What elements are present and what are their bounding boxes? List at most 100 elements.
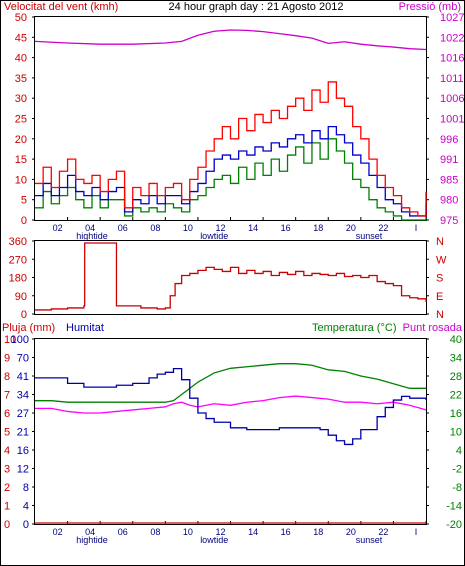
rain-tick-label: 10 — [4, 334, 16, 346]
wind-hour-label: 02 — [53, 223, 63, 233]
wind-hour-label: 14 — [248, 223, 258, 233]
humidity-hour-label: 14 — [248, 527, 258, 537]
wind-avg-line — [35, 125, 427, 217]
wind-tick-label: 45 — [15, 32, 27, 44]
pressure-tick-label: 980 — [440, 195, 458, 207]
wind-hour-label: 22 — [378, 223, 388, 233]
direction-tick-label: 270 — [9, 254, 27, 266]
compass-label: N — [436, 309, 444, 321]
wind-hour-label: 04 — [85, 223, 95, 233]
temperature-axis-title: Temperatura (°C) — [312, 322, 396, 334]
wind-hour-label: I — [415, 223, 418, 233]
chart-series — [34, 29, 427, 524]
wind-tick-label: 40 — [15, 53, 27, 65]
direction-tick-label: 0 — [21, 309, 27, 321]
wind-hour-label: 16 — [281, 223, 291, 233]
humidity-hour-label: I — [415, 527, 418, 537]
temperature-tick-label: 22 — [450, 390, 462, 402]
humidity-tick-label: 21 — [17, 427, 29, 439]
humidity-hour-label: 08 — [150, 527, 160, 537]
compass-label: S — [436, 273, 443, 285]
humidity-hour-label: 20 — [346, 527, 356, 537]
chart-title: 24 hour graph day : 21 Agosto 2012 — [169, 1, 344, 13]
humidity-hour-label: 22 — [378, 527, 388, 537]
temperature-tick-label: 16 — [450, 408, 462, 420]
direction-line — [35, 242, 427, 311]
humidity-hour-label: 12 — [215, 527, 225, 537]
temperature-tick-label: 10 — [450, 427, 462, 439]
rain-tick-label: 8 — [4, 371, 10, 383]
humidity-tick-label: 100 — [11, 334, 29, 346]
humidity-hour-label: 06 — [118, 527, 128, 537]
rain-tick-label: 7 — [4, 390, 10, 402]
wind-hour-label: 08 — [150, 223, 160, 233]
temperature-tick-label: 28 — [450, 371, 462, 383]
pressure-tick-label: 1027 — [440, 12, 464, 24]
humidity-tick-label: 12 — [17, 464, 29, 476]
rain-axis-title: Pluja (mm) — [2, 322, 55, 334]
dewpoint-line — [35, 395, 427, 414]
wind-tick-label: 20 — [15, 134, 27, 146]
temperature-tick-label: 4 — [456, 445, 462, 457]
dewpoint-axis-title: Punt rosada — [403, 322, 463, 334]
wind-min-line — [35, 138, 427, 221]
humidity-tick-label: 27 — [17, 408, 29, 420]
pressure-tick-label: 1006 — [440, 93, 464, 105]
chart-ticks: 0510152025303540455097598098599199610011… — [4, 12, 464, 545]
humidity-tick-label: 8 — [23, 482, 29, 494]
pressure-tick-label: 1001 — [440, 114, 464, 126]
wind-marker-label: hightide — [76, 231, 108, 241]
humidity-hour-label: 18 — [313, 527, 323, 537]
humidity-tick-label: 70 — [17, 353, 29, 365]
pressure-tick-label: 1016 — [440, 53, 464, 65]
pressure-tick-label: 1022 — [440, 32, 464, 44]
wind-tick-label: 15 — [15, 154, 27, 166]
wind-hour-label: 18 — [313, 223, 323, 233]
humidity-marker-label: sunset — [356, 535, 383, 545]
compass-label: N — [436, 236, 444, 248]
humidity-marker-label: hightide — [76, 535, 108, 545]
humidity-tick-label: 4 — [23, 501, 29, 513]
compass-label: W — [436, 254, 447, 266]
temperature-line — [35, 363, 426, 403]
humidity-axis-title: Humitat — [66, 322, 104, 334]
humidity-marker-label: lowtide — [200, 535, 228, 545]
wind-tick-label: 25 — [15, 114, 27, 126]
humidity-hour-label: 10 — [183, 527, 193, 537]
direction-tick-label: 180 — [9, 273, 27, 285]
rain-tick-label: 0 — [4, 519, 10, 531]
wind-marker-label: lowtide — [200, 231, 228, 241]
humidity-hour-label: 04 — [85, 527, 95, 537]
temperature-tick-label: -8 — [452, 482, 462, 494]
wind-tick-label: 0 — [21, 215, 27, 227]
wind-hour-label: 06 — [118, 223, 128, 233]
temperature-tick-label: -14 — [446, 501, 462, 513]
pressure-tick-label: 985 — [440, 174, 458, 186]
direction-tick-label: 360 — [9, 236, 27, 248]
temperature-tick-label: 34 — [450, 353, 462, 365]
pressure-tick-label: 996 — [440, 134, 458, 146]
rain-tick-label: 6 — [4, 408, 10, 420]
wind-tick-label: 10 — [15, 174, 27, 186]
wind-tick-label: 30 — [15, 93, 27, 105]
wind-tick-label: 5 — [21, 195, 27, 207]
wind-gust-line — [35, 81, 427, 217]
pressure-tick-label: 991 — [440, 154, 458, 166]
compass-label: E — [436, 291, 443, 303]
pressure-axis-title: Pressió (mb) — [399, 1, 461, 13]
rain-tick-label: 1 — [4, 501, 10, 513]
humidity-hour-label: 16 — [281, 527, 291, 537]
humidity-tick-label: 0 — [23, 519, 29, 531]
humidity-line — [35, 367, 427, 446]
pressure-line — [34, 29, 427, 51]
wind-axis-title: Velocitat del vent (kmh) — [4, 1, 118, 13]
wind-tick-label: 35 — [15, 73, 27, 85]
rain-tick-label: 2 — [4, 482, 10, 494]
temperature-tick-label: -20 — [446, 519, 462, 531]
pressure-tick-label: 975 — [440, 215, 458, 227]
rain-tick-label: 3 — [4, 464, 10, 476]
wind-hour-label: 10 — [183, 223, 193, 233]
rain-tick-label: 9 — [4, 353, 10, 365]
